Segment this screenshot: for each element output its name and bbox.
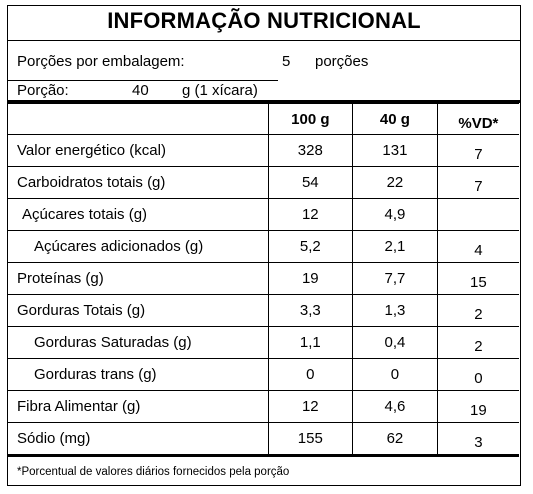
value-per-100g: 12 [267, 390, 353, 423]
nutrient-label: Gorduras trans (g) [8, 358, 269, 391]
value-vd: 0 [436, 358, 519, 391]
portion-size: Porção: 40 g (1 xícara) [8, 80, 278, 102]
nutrient-label: Gorduras Saturadas (g) [8, 326, 269, 359]
value-per-40g: 2,1 [352, 230, 438, 263]
value-per-100g: 0 [267, 358, 353, 391]
value-per-100g: 54 [267, 166, 353, 199]
table-row: Açúcares adicionados (g) 5,2 2,1 4 [8, 230, 519, 263]
table-row: Proteínas (g) 19 7,7 15 [8, 262, 519, 295]
nutrient-label: Gorduras Totais (g) [8, 294, 269, 327]
nutrient-label: Carboidratos totais (g) [8, 166, 269, 199]
value-per-100g: 19 [267, 262, 353, 295]
value-per-40g: 131 [352, 134, 438, 167]
nutrient-label: Açúcares adicionados (g) [8, 230, 269, 263]
value-vd: 2 [436, 326, 519, 359]
portion-value: 40 [132, 82, 149, 99]
nutrient-label: Fibra Alimentar (g) [8, 390, 269, 423]
value-per-40g: 4,6 [352, 390, 438, 423]
value-per-40g: 0 [352, 358, 438, 391]
value-per-100g: 12 [267, 198, 353, 231]
table-row: Gorduras trans (g) 0 0 0 [8, 358, 519, 391]
value-vd: 3 [436, 422, 519, 457]
table-row: Gorduras Totais (g) 3,3 1,3 2 [8, 294, 519, 327]
servings-unit: porções [315, 53, 369, 70]
value-per-100g: 328 [267, 134, 353, 167]
nutrition-table: 100 g 40 g %VD* Valor energético (kcal) … [8, 103, 519, 457]
header-divider [8, 100, 520, 103]
nutrient-label: Proteínas (g) [8, 262, 269, 295]
footnote: *Porcentual de valores diários fornecido… [17, 466, 290, 478]
value-vd: 2 [436, 294, 519, 327]
value-per-100g: 155 [267, 422, 353, 457]
value-per-40g: 7,7 [352, 262, 438, 295]
value-vd: 7 [436, 134, 519, 167]
nutrient-label: Valor energético (kcal) [8, 134, 269, 167]
portion-label: Porção: [17, 82, 69, 99]
table-header-row: 100 g 40 g %VD* [8, 103, 519, 135]
value-per-40g: 62 [352, 422, 438, 457]
servings-value: 5 [282, 53, 291, 70]
portion-unit: g (1 xícara) [182, 82, 258, 99]
header-blank-cell [8, 103, 269, 135]
table-row: Açúcares totais (g) 12 4,9 [8, 198, 519, 231]
value-per-40g: 1,3 [352, 294, 438, 327]
table-row: Valor energético (kcal) 328 131 7 [8, 134, 519, 167]
value-per-40g: 4,9 [352, 198, 438, 231]
column-header-40g: 40 g [352, 103, 438, 135]
value-per-100g: 5,2 [267, 230, 353, 263]
panel-title: INFORMAÇÃO NUTRICIONAL [107, 8, 421, 33]
value-vd: 19 [436, 390, 519, 423]
servings-label: Porções por embalagem: [17, 53, 185, 70]
column-header-100g: 100 g [267, 103, 353, 135]
servings-per-package: Porções por embalagem: 5 porções [17, 53, 368, 70]
column-header-vd: %VD* [436, 103, 519, 135]
value-per-40g: 0,4 [352, 326, 438, 359]
table-row: Carboidratos totais (g) 54 22 7 [8, 166, 519, 199]
value-vd: 7 [436, 166, 519, 199]
table-row: Sódio (mg) 155 62 3 [8, 422, 519, 457]
value-vd: 4 [436, 230, 519, 263]
nutrient-label: Sódio (mg) [8, 422, 269, 457]
value-per-100g: 1,1 [267, 326, 353, 359]
table-row: Fibra Alimentar (g) 12 4,6 19 [8, 390, 519, 423]
nutrient-label: Açúcares totais (g) [8, 198, 269, 231]
value-vd: 15 [436, 262, 519, 295]
table-row: Gorduras Saturadas (g) 1,1 0,4 2 [8, 326, 519, 359]
title-divider [8, 40, 520, 41]
value-per-40g: 22 [352, 166, 438, 199]
value-per-100g: 3,3 [267, 294, 353, 327]
value-vd [436, 198, 519, 231]
nutrition-facts-panel: INFORMAÇÃO NUTRICIONAL Porções por embal… [7, 5, 521, 486]
